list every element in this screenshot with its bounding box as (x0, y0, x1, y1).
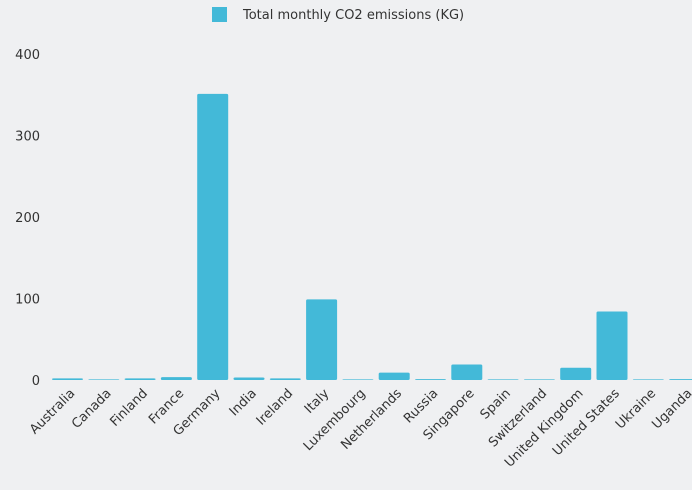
bar-germany (197, 93, 229, 380)
y-tick-label: 0 (32, 374, 40, 389)
legend-swatch (212, 7, 227, 22)
legend-label: Total monthly CO2 emissions (KG) (242, 8, 464, 23)
bar-united-kingdom (560, 367, 592, 380)
x-tick-label: Uganda (649, 386, 692, 432)
y-tick-label: 400 (15, 48, 40, 63)
bar-united-states (596, 311, 628, 380)
y-tick-label: 300 (15, 130, 40, 145)
bar-uganda (669, 379, 692, 380)
bar-india (233, 377, 265, 380)
bar-finland (124, 378, 156, 380)
bar-ukraine (632, 379, 664, 380)
bar-switzerland (523, 379, 555, 380)
x-tick-label: Canada (69, 386, 115, 432)
x-tick-label: Australia (27, 386, 78, 437)
x-tick-label: Italy (302, 386, 333, 417)
x-tick-label: United States (550, 386, 623, 459)
y-tick-label: 200 (15, 211, 40, 226)
bar-netherlands (378, 372, 410, 380)
x-tick-label: Finland (107, 386, 150, 429)
bar-italy (306, 299, 338, 380)
bar-france (160, 377, 192, 380)
bar-singapore (451, 364, 483, 380)
bar-ireland (269, 378, 301, 380)
legend: Total monthly CO2 emissions (KG) (212, 7, 464, 23)
y-axis: 0 100 200 300 400 (15, 48, 40, 389)
bar-canada (88, 379, 120, 380)
y-tick-label: 100 (15, 293, 40, 308)
bar-australia (52, 378, 83, 380)
x-tick-label: India (227, 386, 260, 419)
x-tick-label: Ireland (254, 386, 296, 428)
bar-spain (487, 379, 519, 380)
bars (52, 93, 692, 380)
bar-russia (415, 379, 446, 380)
bar-luxembourg (342, 379, 374, 380)
